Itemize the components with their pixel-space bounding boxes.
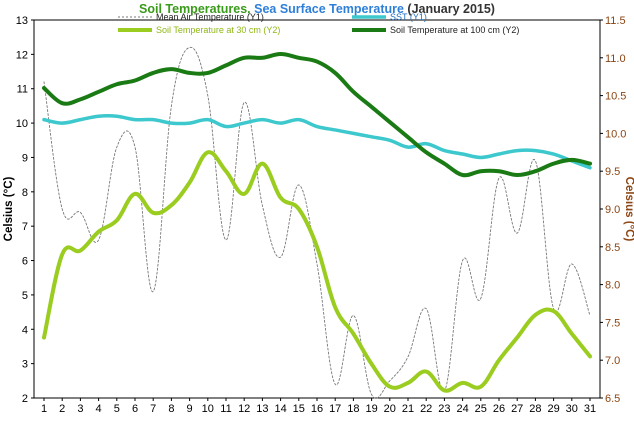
y-right-tick-label: 10.5 <box>605 91 626 103</box>
y-left-tick-label: 10 <box>16 118 28 130</box>
legend-label: Soil Temperature at 100 cm (Y2) <box>390 25 519 35</box>
x-tick-label: 23 <box>438 403 450 415</box>
chart-title-text: Soil Temperatures, Sea Surface Temperatu… <box>139 2 495 16</box>
chart-title: Soil Temperatures, Sea Surface Temperatu… <box>139 2 495 16</box>
x-tick-label: 30 <box>566 403 578 415</box>
chart-title-part: , <box>247 2 254 16</box>
y-left-tick-label: 7 <box>22 221 28 233</box>
series-lines <box>42 47 592 399</box>
x-tick-label: 8 <box>168 403 174 415</box>
x-tick-label: 16 <box>311 403 323 415</box>
series-line-sst-y1 <box>42 114 592 170</box>
x-tick-label: 6 <box>132 403 138 415</box>
y-right-tick-label: 6.5 <box>605 393 620 405</box>
y-left-tick-label: 2 <box>22 393 28 405</box>
y-axis-left-ticks: 2 3 4 5 6 7 8 9 10 11 12 13 <box>16 15 34 405</box>
legend-label: Mean Air Temperature (Y1) <box>156 12 264 22</box>
x-tick-label: 12 <box>238 403 250 415</box>
x-tick-label: 17 <box>329 403 341 415</box>
y-right-tick-label: 7.5 <box>605 317 620 329</box>
y-right-tick-label: 9.0 <box>605 204 620 216</box>
x-tick-label: 29 <box>547 403 559 415</box>
x-tick-label: 3 <box>77 403 83 415</box>
x-tick-label: 21 <box>402 403 414 415</box>
x-tick-label: 26 <box>493 403 505 415</box>
x-tick-label: 9 <box>187 403 193 415</box>
x-tick-label: 22 <box>420 403 432 415</box>
y-axis-right-ticks: 6.5 7.0 7.5 8.0 8.5 9.0 9.5 10.0 10.5 11.0 11.5 <box>600 15 626 405</box>
x-tick-label: 7 <box>150 403 156 415</box>
series-line-soil-temperature-at-100-cm-y2 <box>42 52 592 178</box>
chart-title-part: (January 2015) <box>404 2 495 16</box>
x-tick-label: 1 <box>41 403 47 415</box>
x-tick-label: 25 <box>475 403 487 415</box>
y-right-tick-label: 11.5 <box>605 15 626 27</box>
y-right-tick-label: 11.0 <box>605 53 626 65</box>
y-right-tick-label: 7.0 <box>605 355 620 367</box>
x-tick-label: 20 <box>384 403 396 415</box>
axis-titles: Celsius (°C) Celsius (°C) <box>3 177 634 242</box>
x-tick-label: 27 <box>511 403 523 415</box>
y-axis-right-title: Celsius (°C) <box>623 177 634 242</box>
y-left-tick-label: 4 <box>22 324 28 336</box>
y-left-tick-label: 6 <box>22 256 28 268</box>
x-tick-label: 5 <box>114 403 120 415</box>
chart-title-part: Sea Surface Temperature <box>254 2 404 16</box>
x-tick-label: 2 <box>59 403 65 415</box>
y-left-tick-label: 3 <box>22 359 28 371</box>
y-left-tick-label: 5 <box>22 290 28 302</box>
x-tick-label: 10 <box>202 403 214 415</box>
series-line-soil-temperature-at-30-cm-y2 <box>42 150 592 393</box>
y-right-tick-label: 8.0 <box>605 280 620 292</box>
y-left-tick-label: 11 <box>17 84 28 96</box>
x-tick-label: 19 <box>365 403 377 415</box>
series-line-mean-air-temperature-y1 <box>43 47 591 399</box>
legend: Mean Air Temperature (Y1) SST (Y1) Soil Te… <box>118 12 519 35</box>
x-tick-label: 14 <box>274 403 286 415</box>
legend-label: SST (Y1) <box>390 12 427 22</box>
x-tick-label: 4 <box>96 403 102 415</box>
y-axis-left-title: Celsius (°C) <box>3 177 15 242</box>
legend-label: Soil Temperature at 30 cm (Y2) <box>156 25 280 35</box>
y-left-tick-label: 9 <box>22 152 28 164</box>
y-left-tick-label: 12 <box>16 49 28 61</box>
y-left-tick-label: 13 <box>16 15 28 27</box>
x-tick-label: 11 <box>220 403 231 415</box>
x-tick-label: 31 <box>584 403 596 415</box>
chart-title-part: Soil Temperatures <box>139 2 247 16</box>
x-tick-label: 28 <box>529 403 541 415</box>
y-left-tick-label: 8 <box>22 187 28 199</box>
y-right-tick-label: 8.5 <box>605 242 620 254</box>
y-right-tick-label: 9.5 <box>605 166 620 178</box>
x-tick-label: 13 <box>256 403 268 415</box>
x-tick-label: 15 <box>293 403 305 415</box>
x-tick-label: 24 <box>456 403 468 415</box>
y-right-tick-label: 10.0 <box>605 128 626 140</box>
x-axis-ticks: 1 2 3 4 5 6 7 8 9 10 11 12 13 14 15 16 17 18 19 20 21 22 23 24 2… <box>41 398 596 415</box>
x-tick-label: 18 <box>347 403 359 415</box>
